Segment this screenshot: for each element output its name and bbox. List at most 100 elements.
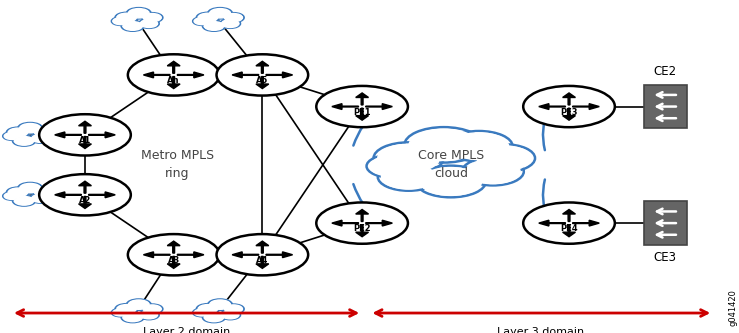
FancyArrow shape xyxy=(167,256,180,268)
Text: Layer 3 domain: Layer 3 domain xyxy=(497,327,585,333)
Circle shape xyxy=(35,188,52,196)
Circle shape xyxy=(18,182,42,193)
FancyArrow shape xyxy=(355,108,369,120)
FancyArrow shape xyxy=(232,72,259,78)
FancyArrow shape xyxy=(539,104,565,110)
Circle shape xyxy=(208,8,232,19)
FancyArrow shape xyxy=(562,108,576,120)
Circle shape xyxy=(225,305,242,313)
Circle shape xyxy=(14,196,34,205)
Circle shape xyxy=(115,12,138,23)
FancyArrow shape xyxy=(78,181,92,193)
FancyArrow shape xyxy=(256,61,269,73)
Text: PE4: PE4 xyxy=(560,224,578,233)
Circle shape xyxy=(208,299,232,310)
FancyArrow shape xyxy=(266,72,293,78)
Circle shape xyxy=(523,202,615,244)
Circle shape xyxy=(115,304,138,314)
Circle shape xyxy=(39,114,131,156)
Circle shape xyxy=(415,166,486,197)
FancyArrow shape xyxy=(167,241,180,253)
Circle shape xyxy=(194,309,209,316)
FancyArrow shape xyxy=(562,93,576,105)
FancyArrow shape xyxy=(55,132,81,138)
Circle shape xyxy=(378,163,440,191)
Circle shape xyxy=(123,313,143,322)
Circle shape xyxy=(223,13,244,22)
Circle shape xyxy=(473,144,535,172)
Text: Metro MPLS
ring: Metro MPLS ring xyxy=(141,149,214,180)
Circle shape xyxy=(35,129,52,137)
Circle shape xyxy=(404,127,483,163)
Circle shape xyxy=(210,9,231,18)
FancyArrow shape xyxy=(256,241,269,253)
FancyArrow shape xyxy=(232,252,259,258)
FancyArrow shape xyxy=(55,192,81,198)
Circle shape xyxy=(204,22,224,30)
Circle shape xyxy=(220,19,240,28)
Circle shape xyxy=(128,234,219,275)
Circle shape xyxy=(202,312,225,322)
Circle shape xyxy=(123,22,143,30)
Circle shape xyxy=(316,202,408,244)
Circle shape xyxy=(462,158,524,185)
FancyArrow shape xyxy=(256,77,269,89)
FancyArrow shape xyxy=(573,220,599,226)
Circle shape xyxy=(381,165,436,189)
Circle shape xyxy=(112,17,129,25)
Circle shape xyxy=(18,123,42,134)
Text: PE1: PE1 xyxy=(353,108,371,117)
Circle shape xyxy=(139,310,159,320)
Circle shape xyxy=(420,167,482,195)
Circle shape xyxy=(220,310,240,320)
Circle shape xyxy=(39,174,131,215)
Circle shape xyxy=(204,313,224,322)
Circle shape xyxy=(20,124,41,133)
Circle shape xyxy=(117,13,136,22)
Circle shape xyxy=(142,13,163,22)
Circle shape xyxy=(223,304,244,314)
FancyArrow shape xyxy=(78,137,92,149)
Circle shape xyxy=(117,305,136,313)
Text: A4: A4 xyxy=(256,256,268,265)
FancyArrow shape xyxy=(366,104,392,110)
Circle shape xyxy=(523,86,615,127)
Circle shape xyxy=(8,128,27,137)
Circle shape xyxy=(202,21,225,31)
Circle shape xyxy=(32,194,49,202)
FancyArrow shape xyxy=(355,93,369,105)
Circle shape xyxy=(128,54,219,96)
Circle shape xyxy=(466,159,520,184)
Circle shape xyxy=(129,9,149,18)
Circle shape xyxy=(121,21,144,31)
Text: CE2: CE2 xyxy=(653,65,677,78)
Circle shape xyxy=(126,8,151,19)
Text: A1: A1 xyxy=(79,136,91,145)
FancyArrow shape xyxy=(89,192,115,198)
Circle shape xyxy=(112,308,129,317)
Circle shape xyxy=(378,144,440,172)
Circle shape xyxy=(126,299,151,310)
Circle shape xyxy=(129,300,149,309)
Text: A5: A5 xyxy=(256,76,268,85)
Circle shape xyxy=(14,137,34,145)
Circle shape xyxy=(4,192,19,199)
Circle shape xyxy=(217,54,308,96)
Circle shape xyxy=(316,86,408,127)
FancyArrow shape xyxy=(332,220,358,226)
FancyArrow shape xyxy=(366,220,392,226)
Circle shape xyxy=(3,132,21,140)
FancyArrow shape xyxy=(266,252,293,258)
Circle shape xyxy=(225,14,242,22)
Circle shape xyxy=(13,196,35,206)
Circle shape xyxy=(33,128,54,137)
Text: CE3: CE3 xyxy=(653,251,677,264)
Circle shape xyxy=(3,192,21,200)
Circle shape xyxy=(194,18,209,25)
Circle shape xyxy=(198,13,217,22)
Circle shape xyxy=(139,19,159,28)
FancyArrow shape xyxy=(573,104,599,110)
Text: A3: A3 xyxy=(168,256,180,265)
Circle shape xyxy=(113,18,128,25)
Circle shape xyxy=(193,17,211,25)
